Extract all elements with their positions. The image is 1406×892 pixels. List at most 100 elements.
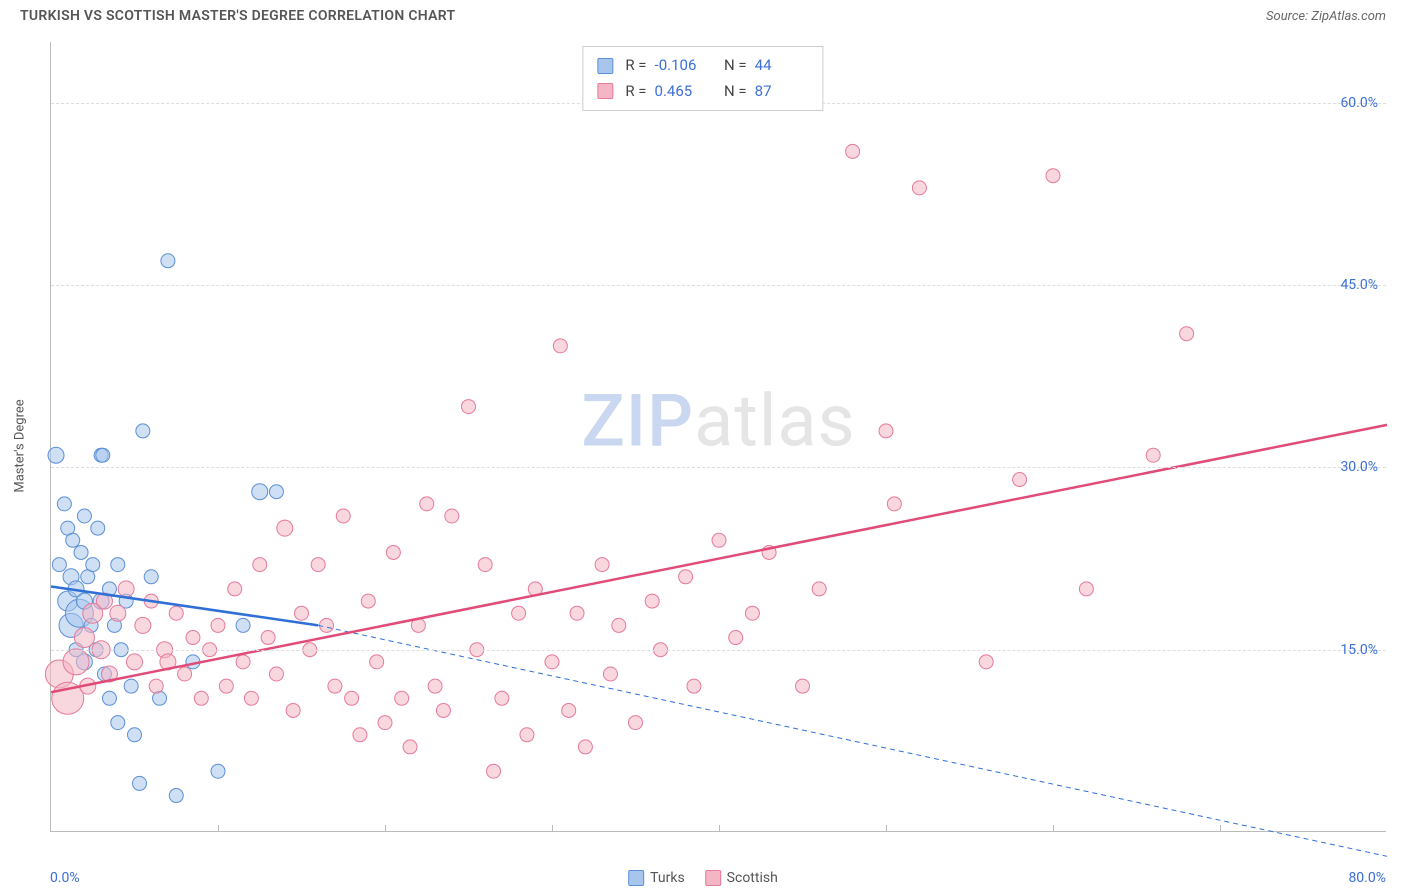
stats-r-label: R = [625,53,646,79]
stats-n-label: N = [717,79,747,105]
scatter-point [562,703,576,717]
stats-n-value: 44 [755,53,809,79]
scatter-point [269,485,283,499]
scatter-point [595,558,609,572]
chart-legend: Turks Scottish [628,870,778,886]
scatter-point [127,654,143,670]
scatter-point [48,447,64,463]
scatter-point [1013,473,1027,487]
scatter-point [361,594,375,608]
scatter-point [144,570,158,584]
scatter-point [386,545,400,559]
scatter-point [629,716,643,730]
scatter-point [91,521,105,535]
scatter-point [111,716,125,730]
scatter-point [796,679,810,693]
scatter-point [169,789,183,803]
x-tick [1220,825,1221,831]
x-tick [385,825,386,831]
scatter-point [478,558,492,572]
scatter-point [353,728,367,742]
scatter-point [96,448,110,462]
scatter-point [712,533,726,547]
scatter-point [66,533,80,547]
scatter-point [311,558,325,572]
stats-n-label: N = [717,53,747,79]
legend-item: Scottish [705,870,778,886]
x-tick [218,825,219,831]
scatter-point [178,667,192,681]
scatter-point [118,581,134,597]
stats-swatch [597,83,613,99]
stats-row: R = 0.465 N = 87 [597,79,808,105]
scatter-point [1079,582,1093,596]
scatter-point [261,631,275,645]
stats-row: R = -0.106 N = 44 [597,53,808,79]
scatter-point [236,655,250,669]
scatter-point [1180,327,1194,341]
scatter-point [428,679,442,693]
scatter-point [211,764,225,778]
scatter-point [395,691,409,705]
scatter-point [236,618,250,632]
scatter-point [63,649,89,675]
chart-area: ZIPatlas 15.0%30.0%45.0%60.0% [50,42,1386,832]
scatter-point [136,424,150,438]
legend-label: Turks [650,870,685,886]
scatter-point [370,655,384,669]
scatter-point [269,667,283,681]
scatter-point [812,582,826,596]
scatter-point [320,618,334,632]
stats-r-value: -0.106 [655,53,709,79]
scatter-point [887,497,901,511]
x-tick [552,825,553,831]
x-tick [719,825,720,831]
trend-line [318,625,1387,856]
scatter-point [149,679,163,693]
scatter-point [286,703,300,717]
scatter-point [645,594,659,608]
scatter-point [194,691,208,705]
scatter-point [253,558,267,572]
stats-swatch [597,58,613,74]
scatter-point [77,509,91,523]
scatter-point [336,509,350,523]
scatter-point [186,631,200,645]
scatter-point [578,740,592,754]
correlation-stats-box: R = -0.106 N = 44R = 0.465 N = 87 [582,46,823,111]
scatter-point [128,728,142,742]
stats-n-value: 87 [755,79,809,105]
legend-item: Turks [628,870,685,886]
scatter-point [420,497,434,511]
scatter-point [553,339,567,353]
scatter-point [345,691,359,705]
scatter-point [403,740,417,754]
scatter-point [1046,169,1060,183]
scatter-point [211,618,225,632]
legend-swatch [628,870,644,886]
scatter-point [133,776,147,790]
scatter-point [219,679,233,693]
stats-r-value: 0.465 [655,79,709,105]
gridline-h [51,467,1386,468]
scatter-point [603,667,617,681]
scatter-point [244,691,258,705]
scatter-point [74,545,88,559]
scatter-point [252,484,268,500]
scatter-point [86,558,100,572]
stats-r-label: R = [625,79,646,105]
source-attribution: Source: ZipAtlas.com [1266,9,1386,24]
scatter-point [545,655,559,669]
x-axis-min-label: 0.0% [50,870,80,886]
scatter-point [378,716,392,730]
scatter-point [879,424,893,438]
chart-title: TURKISH VS SCOTTISH MASTER'S DEGREE CORR… [20,8,455,24]
scatter-point [52,558,66,572]
legend-label: Scottish [727,870,778,886]
scatter-point [846,144,860,158]
scatter-point [436,703,450,717]
scatter-point [687,679,701,693]
scatter-point [570,606,584,620]
scatter-point [745,606,759,620]
scatter-point [495,691,509,705]
